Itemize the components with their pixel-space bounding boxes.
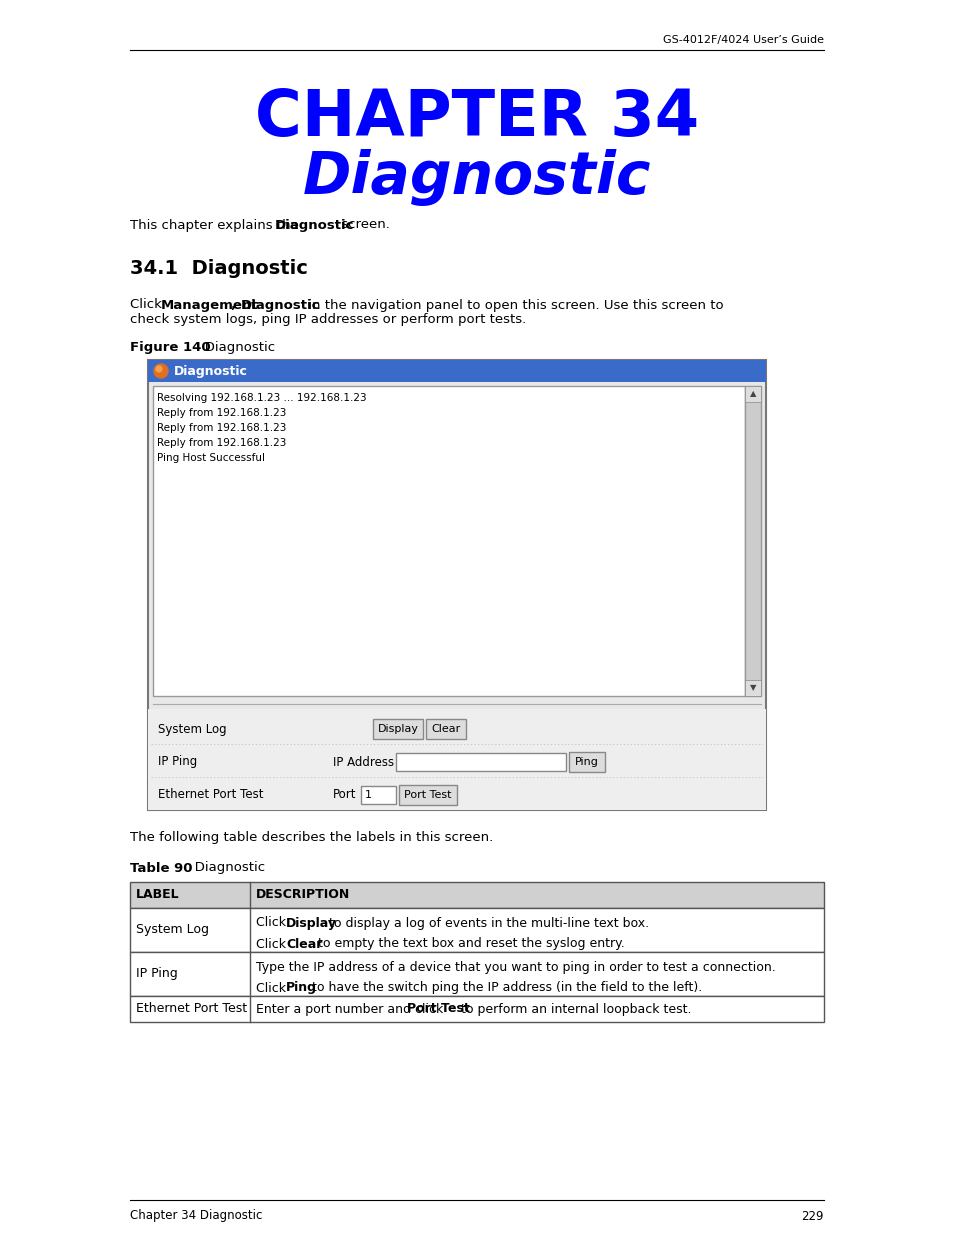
Text: Resolving 192.168.1.23 ... 192.168.1.23: Resolving 192.168.1.23 ... 192.168.1.23 [157, 393, 366, 403]
Bar [130, 908, 823, 952]
Text: Reply from 192.168.1.23: Reply from 192.168.1.23 [157, 438, 286, 448]
Bar [148, 359, 765, 810]
Text: Port Test: Port Test [404, 790, 452, 800]
Text: Ping Host Successful: Ping Host Successful [157, 453, 265, 463]
Circle shape [156, 366, 162, 372]
Text: GS-4012F/4024 User’s Guide: GS-4012F/4024 User’s Guide [662, 35, 823, 44]
Text: check system logs, ping IP addresses or perform port tests.: check system logs, ping IP addresses or … [130, 314, 526, 326]
Bar [130, 952, 823, 995]
Text: ▼: ▼ [749, 683, 756, 693]
Text: Ethernet Port Test: Ethernet Port Test [136, 1003, 247, 1015]
Text: Clear: Clear [286, 937, 322, 951]
Text: Table 90: Table 90 [130, 862, 193, 874]
Text: Diagnostic: Diagnostic [182, 862, 265, 874]
Text: Diagnostic: Diagnostic [302, 149, 651, 206]
Bar [744, 387, 760, 697]
Text: Ping: Ping [575, 757, 598, 767]
FancyBboxPatch shape [426, 719, 465, 739]
Text: Management: Management [161, 299, 258, 311]
Text: 229: 229 [801, 1209, 823, 1223]
Bar [130, 882, 823, 908]
Text: Diagnostic: Diagnostic [192, 342, 274, 354]
Text: IP Ping: IP Ping [158, 756, 197, 768]
Text: Port: Port [333, 788, 356, 802]
Text: IP Address: IP Address [333, 756, 394, 768]
Bar [148, 359, 765, 382]
Bar [395, 753, 565, 771]
Text: System Log: System Log [158, 722, 227, 736]
Text: DESCRIPTION: DESCRIPTION [255, 888, 350, 902]
Text: Clear: Clear [431, 724, 460, 734]
Text: 1: 1 [365, 790, 372, 800]
Bar [130, 995, 823, 1023]
Text: ,: , [231, 299, 240, 311]
Text: System Log: System Log [136, 924, 209, 936]
Text: This chapter explains the: This chapter explains the [130, 219, 303, 231]
Text: Click: Click [255, 937, 290, 951]
Text: IP Ping: IP Ping [136, 967, 177, 981]
FancyBboxPatch shape [568, 752, 604, 772]
Text: Click: Click [255, 916, 290, 930]
Text: ▲: ▲ [749, 389, 756, 399]
Circle shape [153, 364, 168, 378]
Text: to display a log of events in the multi-line text box.: to display a log of events in the multi-… [325, 916, 649, 930]
Text: Ping: Ping [286, 982, 317, 994]
Text: Chapter 34 Diagnostic: Chapter 34 Diagnostic [130, 1209, 262, 1223]
Bar [744, 387, 760, 403]
Text: CHAPTER 34: CHAPTER 34 [254, 86, 699, 149]
Text: LABEL: LABEL [136, 888, 179, 902]
Text: Diagnostic: Diagnostic [241, 299, 320, 311]
Text: Figure 140: Figure 140 [130, 342, 211, 354]
Bar [744, 680, 760, 697]
Text: Enter a port number and click: Enter a port number and click [255, 1003, 447, 1015]
Text: Port Test: Port Test [407, 1003, 470, 1015]
Bar [360, 785, 395, 804]
Text: in the navigation panel to open this screen. Use this screen to: in the navigation panel to open this scr… [304, 299, 723, 311]
Text: Ethernet Port Test: Ethernet Port Test [158, 788, 263, 802]
Text: to empty the text box and reset the syslog entry.: to empty the text box and reset the sysl… [314, 937, 624, 951]
Text: Type the IP address of a device that you want to ping in order to test a connect: Type the IP address of a device that you… [255, 961, 775, 973]
Text: Click: Click [255, 982, 290, 994]
Text: screen.: screen. [336, 219, 390, 231]
Text: Reply from 192.168.1.23: Reply from 192.168.1.23 [157, 408, 286, 417]
Text: to have the switch ping the IP address (in the field to the left).: to have the switch ping the IP address (… [308, 982, 702, 994]
Text: Diagnostic: Diagnostic [274, 219, 355, 231]
Text: Reply from 192.168.1.23: Reply from 192.168.1.23 [157, 424, 286, 433]
FancyBboxPatch shape [373, 719, 422, 739]
Bar [148, 709, 765, 810]
Text: Display: Display [286, 916, 337, 930]
Text: Click: Click [130, 299, 166, 311]
FancyBboxPatch shape [398, 785, 456, 805]
Text: 34.1  Diagnostic: 34.1 Diagnostic [130, 258, 308, 278]
Bar [152, 387, 744, 697]
Text: to perform an internal loopback test.: to perform an internal loopback test. [457, 1003, 691, 1015]
Text: Diagnostic: Diagnostic [173, 364, 248, 378]
Text: Display: Display [377, 724, 418, 734]
Text: The following table describes the labels in this screen.: The following table describes the labels… [130, 831, 493, 845]
